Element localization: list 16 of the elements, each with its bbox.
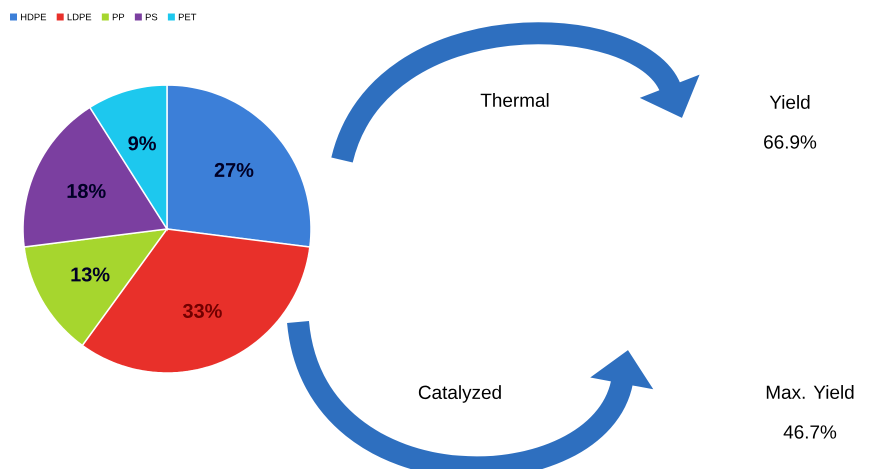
data-label: 33% [182,304,222,318]
text: Catalyzed [418,385,501,403]
text: 66.9% [764,135,816,149]
text: Thermal [480,93,548,107]
legend-label: PP [112,14,124,20]
data-label: 9% [128,136,156,150]
data-label: 27% [214,162,254,177]
text: 46.7% [784,425,836,439]
legend-label: HDPE [20,14,46,20]
legend-label: PET [178,14,196,20]
data-label: 18% [68,184,106,198]
legend-label: PS [146,14,158,20]
data-label: 13% [71,267,110,282]
legend-label: LDPE [68,14,92,20]
text: Yield [770,95,810,109]
text: Max. Yield [766,385,854,399]
